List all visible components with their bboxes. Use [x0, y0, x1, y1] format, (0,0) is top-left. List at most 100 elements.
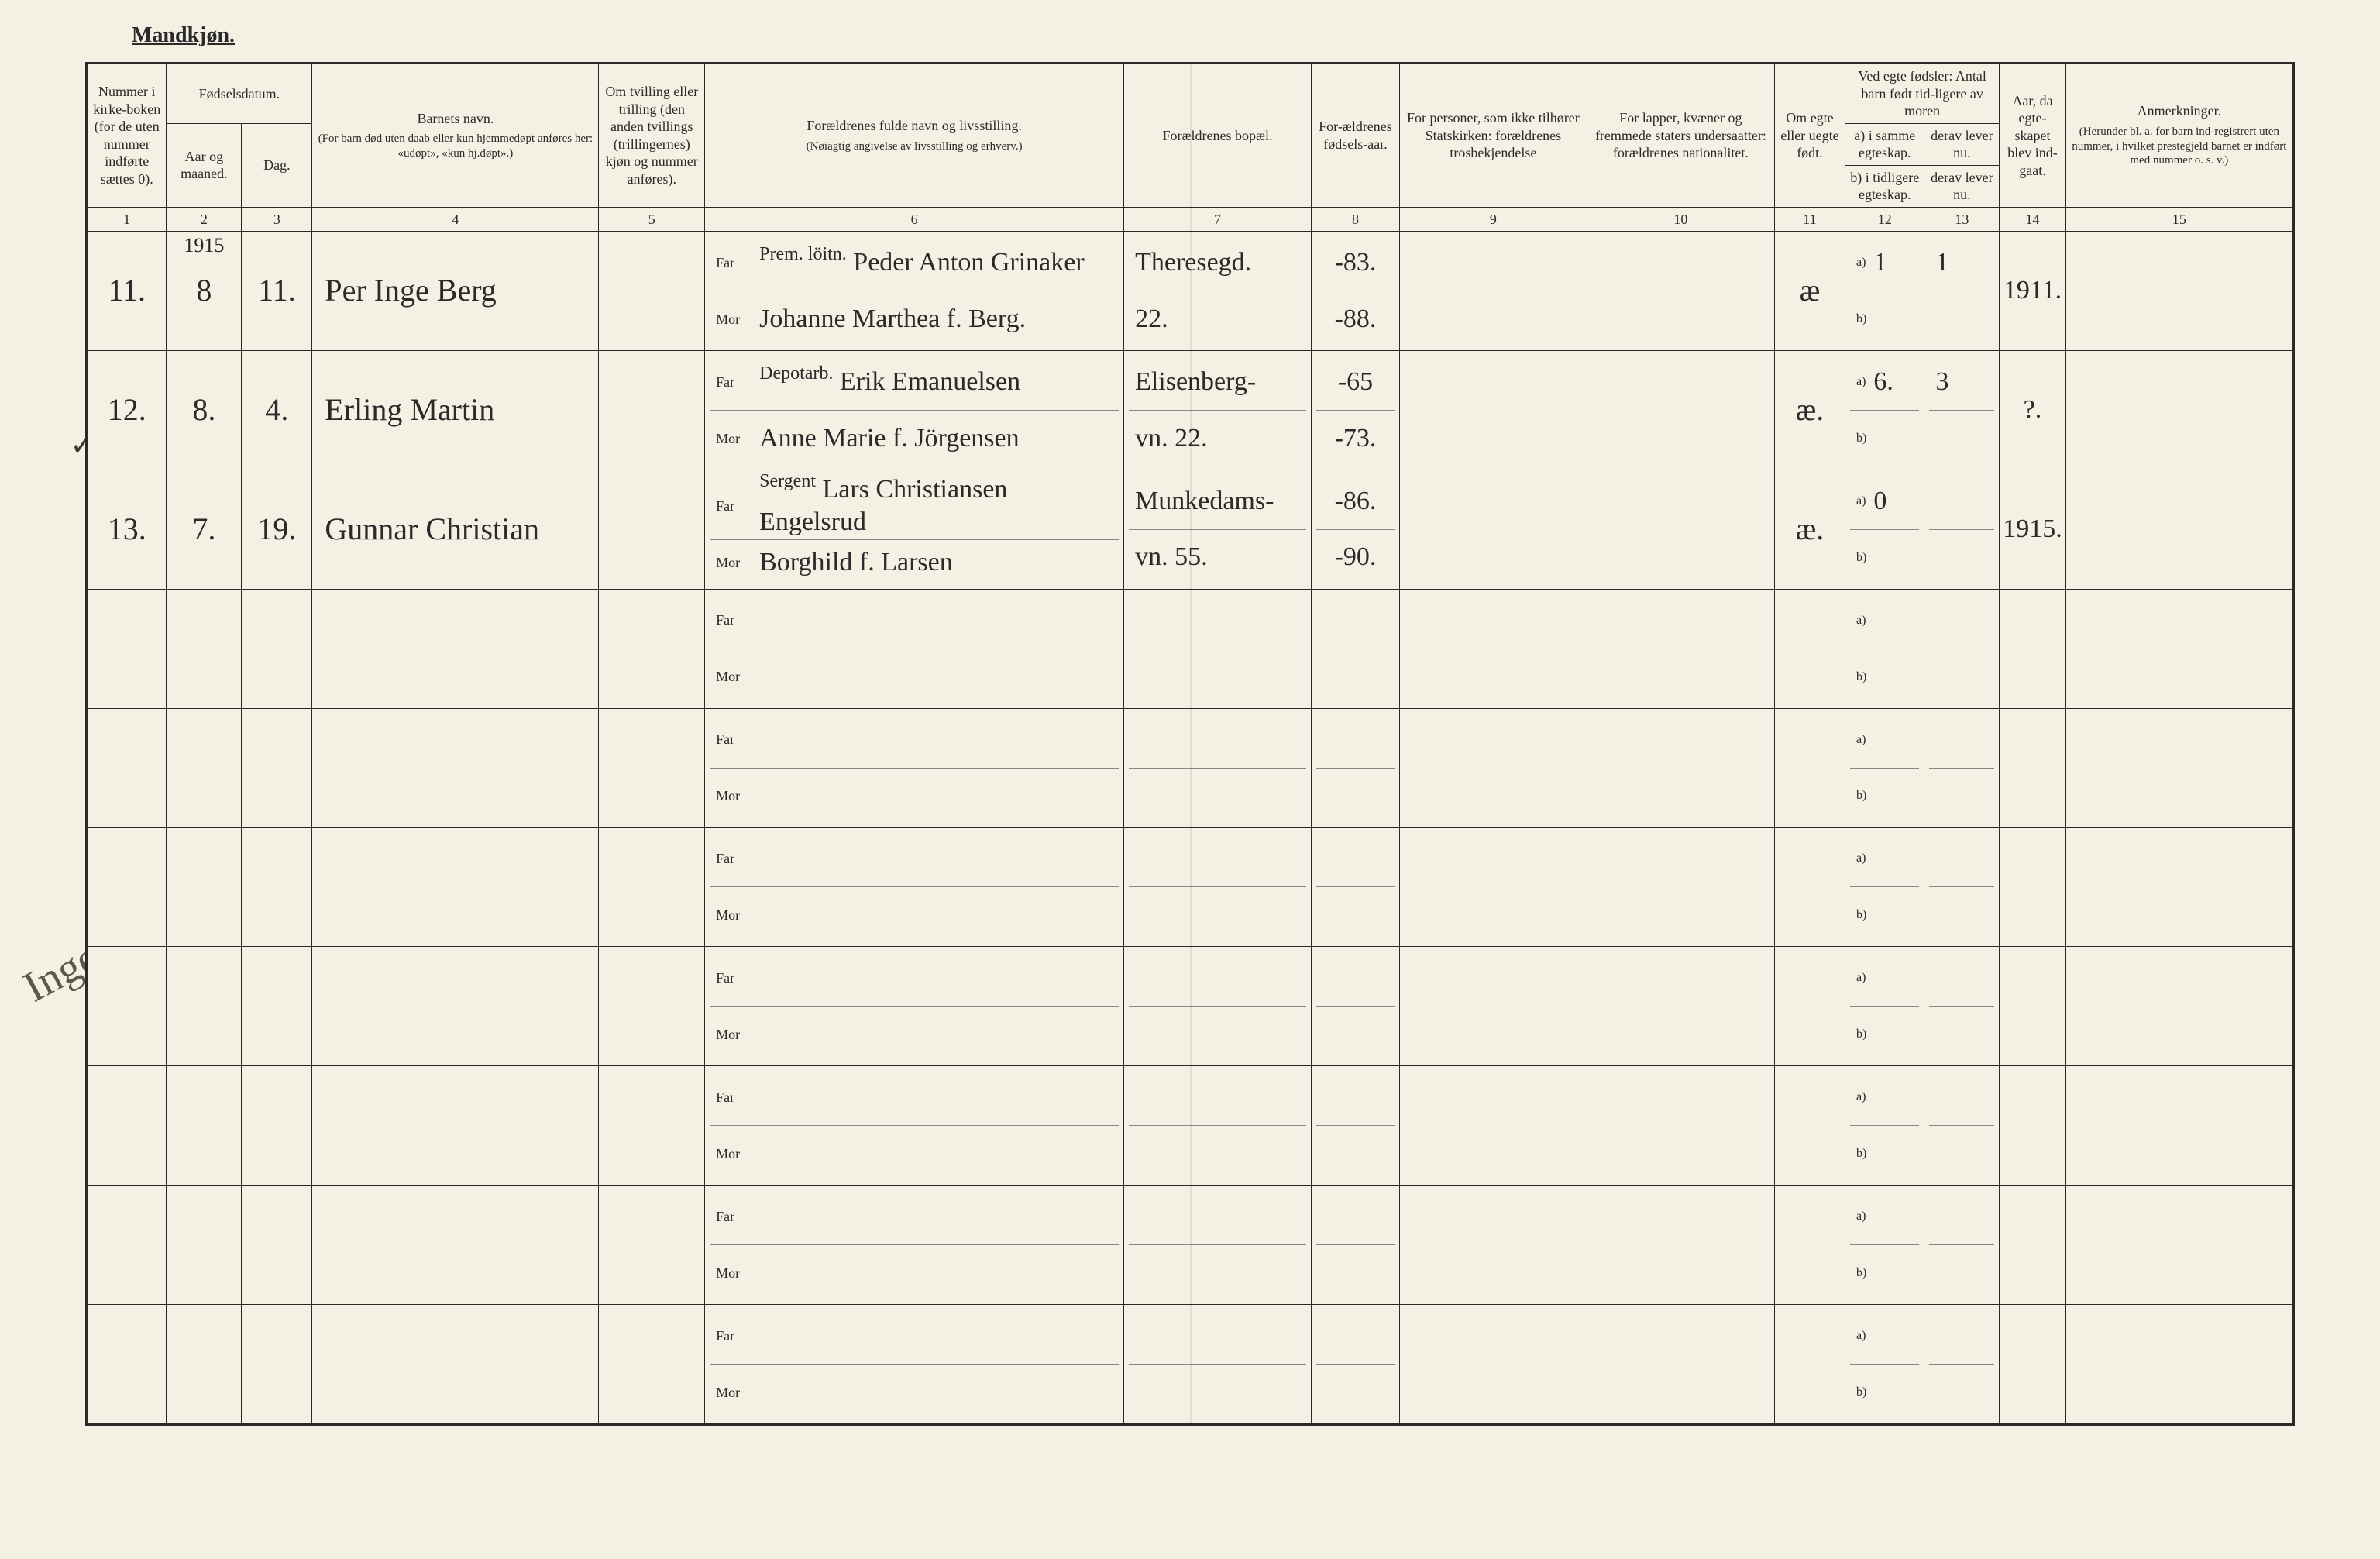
cell-remarks — [2065, 828, 2292, 947]
cell-birthyears — [1312, 947, 1400, 1066]
cell-children-same: a) b) — [1845, 1066, 1924, 1186]
col-header: For-ældrenes fødsels-aar. — [1312, 64, 1400, 208]
cell-children-same: a) b) — [1845, 828, 1924, 947]
cell-children-same: a) b) — [1845, 1305, 1924, 1424]
col-num: 5 — [599, 207, 705, 232]
cell-egte — [1774, 828, 1845, 947]
cell-remarks — [2065, 350, 2292, 470]
cell-number: 13. — [88, 470, 167, 589]
cell-month — [167, 589, 242, 708]
cell-marriage-year — [2000, 1186, 2065, 1305]
cell-remarks — [2065, 232, 2292, 351]
cell-month — [167, 947, 242, 1066]
cell-children-same: a) b) — [1845, 1186, 1924, 1305]
cell-twin — [599, 1305, 705, 1424]
cell-parents: FarDepotarb. Erik Emanuelsen MorAnne Mar… — [705, 350, 1124, 470]
cell-marriage-year: ?. — [2000, 350, 2065, 470]
cell-children-living — [1924, 828, 2000, 947]
col-num: 9 — [1399, 207, 1587, 232]
cell-children-living: 1 — [1924, 232, 2000, 351]
cell-children-living — [1924, 1186, 2000, 1305]
cell-child-name — [312, 828, 599, 947]
cell-twin — [599, 350, 705, 470]
cell-remarks — [2065, 470, 2292, 589]
cell-marriage-year — [2000, 1305, 2065, 1424]
cell-nationality — [1587, 350, 1774, 470]
cell-remarks — [2065, 708, 2292, 828]
cell-remarks — [2065, 589, 2292, 708]
cell-bopel — [1124, 828, 1312, 947]
col-header-main: Anmerkninger. — [2071, 102, 2288, 120]
cell-marriage-year: 1915. — [2000, 470, 2065, 589]
cell-nationality — [1587, 947, 1774, 1066]
cell-number — [88, 1066, 167, 1186]
col-header: For personer, som ikke tilhører Statskir… — [1399, 64, 1587, 208]
col-header: Ved egte fødsler: Antal barn født tid-li… — [1845, 64, 1999, 124]
gender-heading: Mandkjøn. — [132, 23, 235, 48]
cell-children-same: a) b) — [1845, 947, 1924, 1066]
cell-day — [242, 1066, 312, 1186]
cell-month: 7. — [167, 470, 242, 589]
cell-parents: FarSergent Lars Christiansen Engelsrud M… — [705, 470, 1124, 589]
cell-month — [167, 1186, 242, 1305]
cell-bopel — [1124, 708, 1312, 828]
cell-egte — [1774, 1186, 1845, 1305]
col-header: Om egte eller uegte født. — [1774, 64, 1845, 208]
col-num: 1 — [88, 207, 167, 232]
cell-birthyears — [1312, 1186, 1400, 1305]
cell-bopel: Munkedams- vn. 55. — [1124, 470, 1312, 589]
cell-parents: FarPrem. löitn. Peder Anton Grinaker Mor… — [705, 232, 1124, 351]
cell-child-name — [312, 1305, 599, 1424]
cell-number — [88, 947, 167, 1066]
cell-parents: Far Mor — [705, 708, 1124, 828]
cell-twin — [599, 470, 705, 589]
col-header: b) i tidligere egteskap. — [1845, 165, 1924, 207]
cell-children-living — [1924, 947, 2000, 1066]
cell-religion — [1399, 1066, 1587, 1186]
col-num: 7 — [1124, 207, 1312, 232]
col-header: a) i samme egteskap. — [1845, 123, 1924, 165]
cell-religion — [1399, 589, 1587, 708]
cell-egte: æ. — [1774, 470, 1845, 589]
col-header-main: Forældrenes fulde navn og livsstilling. — [710, 117, 1119, 135]
cell-marriage-year — [2000, 708, 2065, 828]
cell-day — [242, 589, 312, 708]
cell-children-living — [1924, 470, 2000, 589]
cell-twin — [599, 1186, 705, 1305]
cell-bopel — [1124, 589, 1312, 708]
cell-egte — [1774, 589, 1845, 708]
cell-number — [88, 1305, 167, 1424]
col-num: 10 — [1587, 207, 1774, 232]
cell-children-same: a)1 b) — [1845, 232, 1924, 351]
cell-twin — [599, 708, 705, 828]
cell-remarks — [2065, 1305, 2292, 1424]
cell-twin — [599, 828, 705, 947]
cell-month — [167, 1066, 242, 1186]
cell-day: 4. — [242, 350, 312, 470]
cell-egte — [1774, 1305, 1845, 1424]
cell-month — [167, 708, 242, 828]
col-header: derav lever nu. — [1924, 165, 2000, 207]
col-header: Om tvilling eller trilling (den anden tv… — [599, 64, 705, 208]
cell-twin — [599, 947, 705, 1066]
cell-child-name: Gunnar Christian — [312, 470, 599, 589]
col-num: 3 — [242, 207, 312, 232]
cell-twin — [599, 232, 705, 351]
cell-parents: Far Mor — [705, 1186, 1124, 1305]
col-header: Forældrenes bopæl. — [1124, 64, 1312, 208]
cell-parents: Far Mor — [705, 589, 1124, 708]
cell-twin — [599, 1066, 705, 1186]
cell-child-name — [312, 1066, 599, 1186]
cell-parents: Far Mor — [705, 1066, 1124, 1186]
cell-number — [88, 828, 167, 947]
col-num: 6 — [705, 207, 1124, 232]
cell-day — [242, 708, 312, 828]
cell-day — [242, 1305, 312, 1424]
cell-nationality — [1587, 232, 1774, 351]
cell-marriage-year — [2000, 1066, 2065, 1186]
cell-religion — [1399, 1305, 1587, 1424]
cell-month — [167, 828, 242, 947]
cell-number — [88, 708, 167, 828]
col-header: Fødselsdatum. — [167, 64, 312, 124]
cell-birthyears — [1312, 708, 1400, 828]
